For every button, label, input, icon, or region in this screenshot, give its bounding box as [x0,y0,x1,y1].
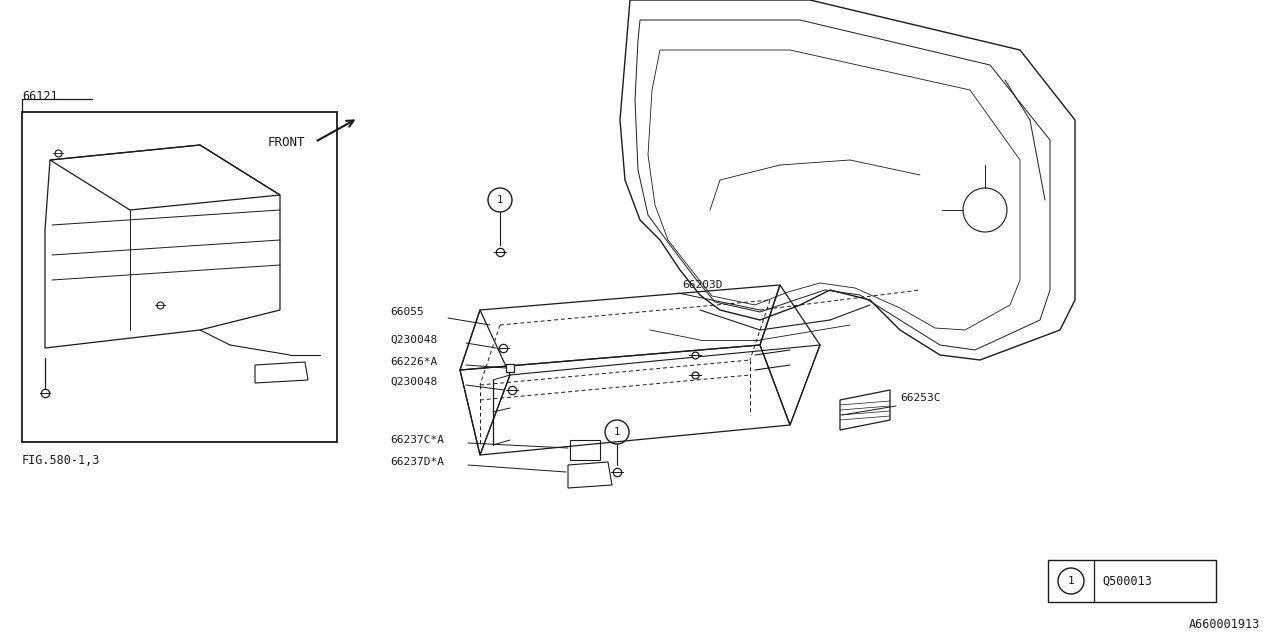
Text: 66237D*A: 66237D*A [390,457,444,467]
Text: FIG.580-1,3: FIG.580-1,3 [22,454,100,467]
Text: 66226*A: 66226*A [390,357,438,367]
Text: 66203D: 66203D [682,280,722,290]
Text: 66237C*A: 66237C*A [390,435,444,445]
Text: Q230048: Q230048 [390,335,438,345]
Text: 1: 1 [1068,576,1074,586]
Text: 1: 1 [497,195,503,205]
Bar [22,112,337,442]
Text: 66253C: 66253C [900,393,941,403]
Bar [1048,560,1216,602]
Text: Q230048: Q230048 [390,377,438,387]
Text: 66055: 66055 [390,307,424,317]
Text: FRONT: FRONT [268,136,306,150]
Text: 1: 1 [614,427,620,437]
Text: A660001913: A660001913 [1189,618,1260,632]
Text: Q500013: Q500013 [1102,575,1152,588]
Text: 66121: 66121 [22,90,58,102]
